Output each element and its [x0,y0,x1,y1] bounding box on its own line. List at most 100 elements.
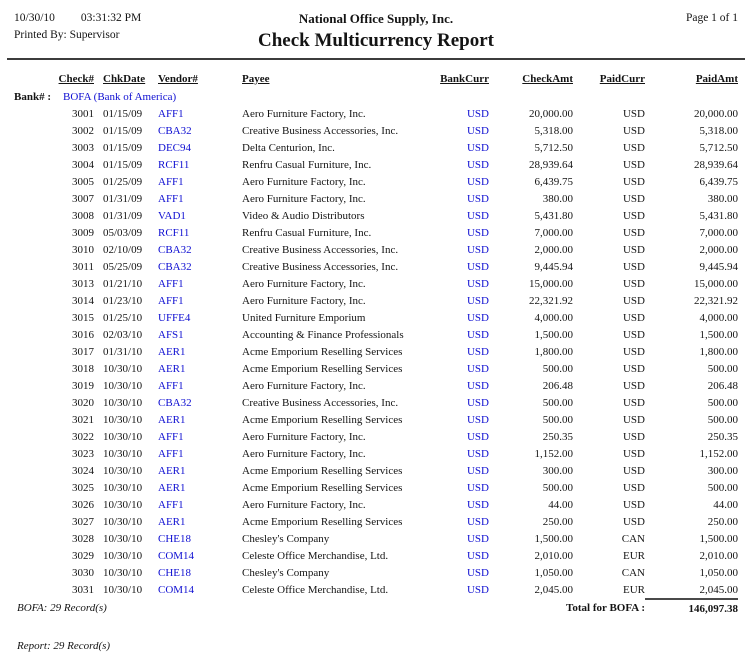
check-row: 3024 10/30/10 AER1 Acme Emporium Reselling … [14,462,738,479]
check-date: 10/30/10 [103,532,143,545]
paid-currency: USD [622,209,645,222]
check-number: 3004 [72,158,94,171]
bank-currency: USD [466,209,489,222]
payee-name: Celeste Office Merchandise, Ltd. [242,584,389,596]
check-amount: 250.00 [542,515,573,528]
table-header-row: Check# ChkDate Vendor# Payee BankCurr Ch… [14,73,738,88]
vendor-code: CBA32 [158,243,192,256]
paid-currency: USD [622,447,645,460]
paid-currency: USD [622,345,645,358]
bank-currency: USD [466,328,489,341]
column-header-payee: Payee [242,73,270,85]
check-row: 3015 01/25/10 UFFE4 United Furniture Empori… [14,309,738,326]
check-amount: 9,445.94 [534,260,574,273]
bank-currency: USD [466,226,489,239]
payee-name: Accounting & Finance Professionals [242,328,404,341]
check-date: 01/31/09 [103,209,143,222]
check-date: 10/30/10 [103,379,143,392]
check-date: 05/25/09 [103,260,143,273]
check-row: 3009 05/03/09 RCF11 Renfru Casual Furniture… [14,224,738,241]
check-row: 3004 01/15/09 RCF11 Renfru Casual Furniture… [14,156,738,173]
bank-currency: USD [466,532,489,545]
check-row: 3005 01/25/09 AFF1 Aero Furniture Factory, … [14,173,738,190]
vendor-code: CBA32 [158,260,192,273]
paid-currency: USD [622,498,645,511]
check-date: 10/30/10 [103,447,143,460]
vendor-code: AER1 [158,362,186,375]
check-row: 3020 10/30/10 CBA32 Creative Business Acces… [14,394,738,411]
check-row: 3007 01/31/09 AFF1 Aero Furniture Factory, … [14,190,738,207]
vendor-code: COM14 [158,584,195,596]
check-amount: 5,318.00 [534,124,574,137]
paid-currency: EUR [623,584,645,596]
vendor-code: AFF1 [158,379,184,392]
check-amount: 20,000.00 [529,107,573,120]
payee-name: Creative Business Accessories, Inc. [242,243,399,256]
paid-amount: 4,000.00 [699,311,739,324]
payee-name: Video & Audio Distributors [242,209,365,222]
paid-amount: 2,010.00 [699,549,739,562]
check-amount: 500.00 [542,362,573,375]
bank-currency: USD [466,447,489,460]
paid-currency: USD [622,396,645,409]
payee-name: Acme Emporium Reselling Services [242,481,403,494]
check-number: 3014 [72,294,94,307]
bank-total-label: Total for BOFA : [566,602,645,614]
check-date: 10/30/10 [103,566,143,579]
bank-currency: USD [466,413,489,426]
check-date: 02/03/10 [103,328,143,341]
check-row: 3013 01/21/10 AFF1 Aero Furniture Factory, … [14,275,738,292]
check-amount: 7,000.00 [534,226,574,239]
check-row: 3021 10/30/10 AER1 Acme Emporium Reselling … [14,411,738,428]
check-date: 10/30/10 [103,584,143,596]
check-amount: 1,500.00 [534,328,574,341]
paid-amount: 300.00 [707,464,738,477]
page-number: Page 1 of 1 [685,12,738,24]
payee-name: Renfru Casual Furniture, Inc. [242,158,372,171]
check-number: 3008 [72,209,94,222]
check-row: 3028 10/30/10 CHE18 Chesley's Company USD 1,5… [14,530,738,547]
paid-currency: CAN [621,532,645,545]
check-row: 3014 01/23/10 AFF1 Aero Furniture Factory, … [14,292,738,309]
check-amount: 206.48 [542,379,573,392]
vendor-code: AER1 [158,413,186,426]
check-date: 10/30/10 [103,498,143,511]
check-amount: 5,712.50 [534,141,574,154]
vendor-code: AFF1 [158,192,184,205]
vendor-code: RCF11 [158,158,190,171]
column-header-bank-currency: BankCurr [440,73,489,85]
check-amount: 1,800.00 [534,345,574,358]
check-number: 3025 [72,481,94,494]
check-amount: 6,439.75 [534,175,574,188]
paid-amount: 44.00 [713,498,738,511]
paid-currency: USD [622,243,645,256]
bank-currency: USD [466,566,489,579]
bank-currency: USD [466,192,489,205]
check-number: 3005 [72,175,94,188]
bank-currency: USD [466,345,489,358]
column-header-check-number: Check# [58,73,94,85]
printed-by: Printed By: Supervisor [14,29,120,41]
table-header: Check# ChkDate Vendor# Payee BankCurr Ch… [14,73,738,88]
paid-currency: USD [622,481,645,494]
bank-currency: USD [466,277,489,290]
check-row: 3031 10/30/10 COM14 Celeste Office Merchand… [14,581,738,599]
paid-amount: 6,439.75 [699,175,739,188]
check-row: 3001 01/15/09 AFF1 Aero Furniture Factory, … [14,105,738,122]
payee-name: Aero Furniture Factory, Inc. [242,430,366,443]
check-row: 3003 01/15/09 DEC94 Delta Centurion, Inc. US… [14,139,738,156]
check-amount: 22,321.92 [529,294,573,307]
payee-name: Aero Furniture Factory, Inc. [242,175,366,188]
print-date: 10/30/10 [14,12,55,24]
vendor-code: AFF1 [158,294,184,307]
check-number: 3027 [72,515,94,528]
paid-amount: 500.00 [707,396,738,409]
paid-currency: USD [622,379,645,392]
vendor-code: CBA32 [158,396,192,409]
check-number: 3016 [72,328,94,341]
paid-currency: USD [622,277,645,290]
payee-name: Creative Business Accessories, Inc. [242,124,399,137]
vendor-code: AFF1 [158,498,184,511]
payee-name: Chesley's Company [242,566,330,579]
check-date: 10/30/10 [103,430,143,443]
